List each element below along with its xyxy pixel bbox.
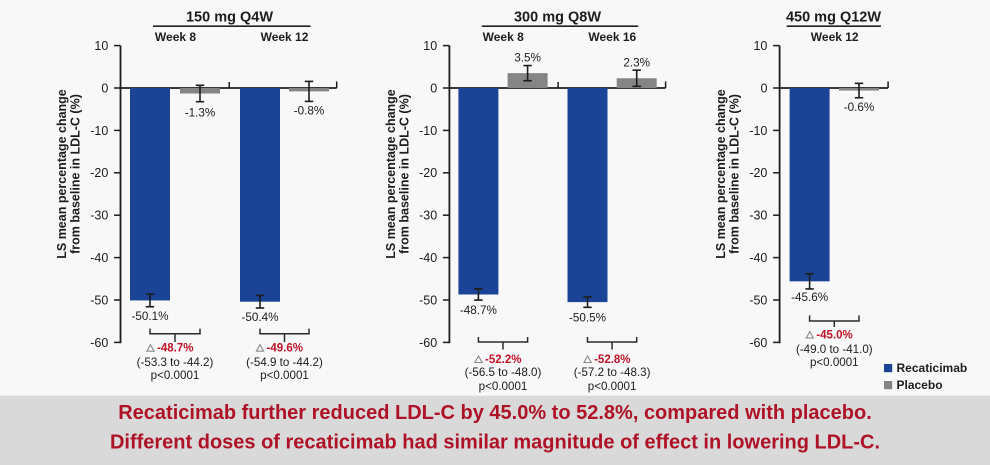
svg-text:-40: -40	[749, 251, 767, 265]
svg-text:Week 12: Week 12	[261, 30, 309, 44]
svg-text:-0.6%: -0.6%	[844, 101, 875, 114]
svg-text:0: 0	[760, 81, 767, 95]
svg-text:LS mean percentage change: LS mean percentage change	[55, 89, 69, 259]
svg-text:-30: -30	[749, 209, 767, 223]
svg-text:3.5%: 3.5%	[514, 52, 541, 65]
svg-text:(-54.9 to -44.2): (-54.9 to -44.2)	[246, 356, 323, 369]
svg-text:Different doses of recaticimab: Different doses of recaticimab had simil…	[110, 432, 880, 454]
svg-text:-0.8%: -0.8%	[294, 105, 325, 118]
svg-text:Recaticimab further reduced LD: Recaticimab further reduced LDL-C by 45.…	[118, 402, 872, 424]
svg-text:2.3%: 2.3%	[623, 57, 650, 70]
svg-text:-10: -10	[419, 124, 437, 138]
svg-text:Placebo: Placebo	[897, 378, 943, 392]
svg-text:-60: -60	[419, 336, 437, 350]
svg-text:p<0.0001: p<0.0001	[260, 369, 309, 382]
svg-text:from baseline in LDL-C (%): from baseline in LDL-C (%)	[69, 94, 83, 254]
svg-text:-40: -40	[90, 251, 108, 265]
svg-text:10: 10	[423, 39, 437, 53]
svg-text:LS mean percentage change: LS mean percentage change	[714, 89, 728, 259]
svg-text:-45.6%: -45.6%	[791, 291, 828, 304]
svg-text:-10: -10	[90, 124, 108, 138]
svg-text:-10: -10	[749, 124, 767, 138]
svg-text:-50.4%: -50.4%	[241, 311, 278, 324]
svg-text:p<0.0001: p<0.0001	[151, 369, 200, 382]
svg-text:10: 10	[753, 39, 767, 53]
svg-text:0: 0	[430, 81, 437, 95]
svg-text:(-53.3 to -44.2): (-53.3 to -44.2)	[137, 356, 214, 369]
svg-text:150 mg Q4W: 150 mg Q4W	[186, 9, 273, 25]
svg-text:0: 0	[101, 81, 108, 95]
svg-text:-20: -20	[419, 166, 437, 180]
svg-text:Week 8: Week 8	[155, 30, 196, 44]
svg-text:-45.0%: -45.0%	[816, 330, 852, 342]
svg-text:Week 12: Week 12	[811, 30, 859, 44]
svg-text:from baseline in LDL-C (%): from baseline in LDL-C (%)	[728, 94, 742, 254]
svg-text:from baseline in LDL-C (%): from baseline in LDL-C (%)	[397, 94, 411, 254]
svg-text:p<0.0001: p<0.0001	[588, 380, 637, 393]
svg-text:-48.7%: -48.7%	[157, 343, 193, 355]
svg-text:p<0.0001: p<0.0001	[479, 380, 528, 393]
svg-text:-60: -60	[90, 336, 108, 350]
svg-text:Week 8: Week 8	[483, 30, 524, 44]
svg-text:-52.8%: -52.8%	[594, 354, 630, 366]
svg-text:-48.7%: -48.7%	[460, 304, 497, 317]
svg-text:-49.6%: -49.6%	[267, 343, 303, 355]
svg-text:-30: -30	[419, 209, 437, 223]
svg-text:-52.2%: -52.2%	[485, 354, 521, 366]
svg-text:-50.5%: -50.5%	[569, 312, 606, 325]
svg-text:p<0.0001: p<0.0001	[810, 356, 859, 369]
svg-text:(-56.5 to -48.0): (-56.5 to -48.0)	[465, 366, 542, 379]
svg-text:-50: -50	[749, 293, 767, 307]
svg-text:450 mg Q12W: 450 mg Q12W	[786, 9, 881, 25]
svg-text:10: 10	[94, 39, 108, 53]
svg-text:-1.3%: -1.3%	[185, 107, 216, 120]
svg-text:-50: -50	[419, 293, 437, 307]
svg-text:Recaticimab: Recaticimab	[897, 361, 968, 375]
svg-text:(-57.2 to -48.3): (-57.2 to -48.3)	[574, 366, 651, 379]
svg-text:(-49.0 to -41.0): (-49.0 to -41.0)	[796, 343, 873, 356]
svg-text:-20: -20	[90, 166, 108, 180]
svg-text:-50.1%: -50.1%	[131, 310, 168, 323]
svg-text:-60: -60	[749, 336, 767, 350]
svg-text:300 mg Q8W: 300 mg Q8W	[514, 9, 601, 25]
svg-text:-50: -50	[90, 293, 108, 307]
svg-text:-30: -30	[90, 209, 108, 223]
svg-text:-20: -20	[749, 166, 767, 180]
svg-text:-40: -40	[419, 251, 437, 265]
svg-text:LS mean percentage change: LS mean percentage change	[384, 89, 398, 259]
svg-text:Week 16: Week 16	[588, 30, 636, 44]
